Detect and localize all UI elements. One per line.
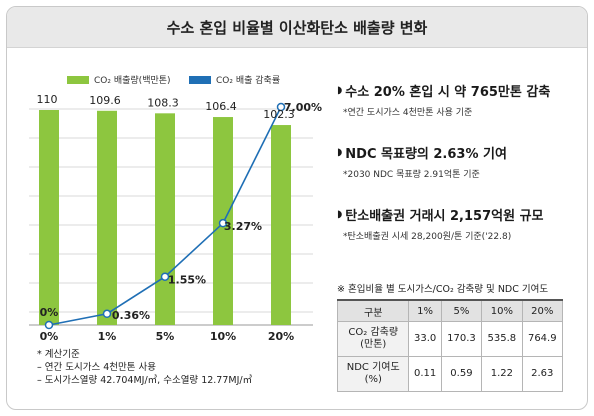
table-cell: 764.9 bbox=[521, 321, 564, 357]
note-line: * 계산기준 bbox=[37, 349, 80, 360]
x-tick-label: 20% bbox=[268, 330, 294, 343]
row-label: CO₂ 감축량 (만톤) bbox=[336, 321, 410, 357]
line-point bbox=[102, 309, 112, 319]
panel-title: 수소 혼입 비율별 이산화탄소 배출량 변화 bbox=[7, 7, 587, 48]
legend-bar-label: CO₂ 배출량(백만톤) bbox=[94, 76, 171, 86]
infographic-panel: 수소 혼입 비율별 이산화탄소 배출량 변화 CO₂ 배출량(백만톤) CO₂ … bbox=[6, 6, 588, 410]
table-header-cell: 10% bbox=[481, 299, 523, 322]
legend-bar-swatch bbox=[67, 75, 89, 84]
table-cell: 535.8 bbox=[481, 321, 523, 357]
callout-heading: 탄소배출권 거래시 2,157억원 규모 bbox=[345, 209, 544, 224]
note-line: – 연간 도시가스 4천만톤 사용 bbox=[37, 362, 157, 373]
row-label: NDC 기여도 (%) bbox=[336, 356, 410, 392]
bar-value-label: 106.4 bbox=[205, 100, 237, 113]
line-point bbox=[160, 272, 170, 281]
bar-value-label: 109.6 bbox=[89, 94, 121, 107]
bars bbox=[39, 110, 291, 325]
table-row: CO₂ 감축량 (만톤) 33.0 170.3 535.8 764.9 bbox=[336, 321, 564, 357]
line-point bbox=[218, 218, 228, 228]
line-point bbox=[276, 102, 286, 112]
table-cell: 1.22 bbox=[481, 356, 523, 392]
line-point bbox=[44, 320, 54, 330]
table-header-cell: 5% bbox=[440, 299, 483, 322]
legend-line-swatch bbox=[189, 75, 211, 84]
callout-subtext: *연간 도시가스 4천만톤 사용 기준 bbox=[343, 108, 473, 118]
bar-value-label: 108.3 bbox=[147, 96, 179, 109]
bar-value-label: 102.3 bbox=[263, 108, 295, 121]
x-tick-label: 1% bbox=[98, 330, 117, 343]
callout-emissions-trading: ◗ 탄소배출권 거래시 2,157억원 규모 *탄소배출권 시세 28,200원/… bbox=[337, 205, 544, 242]
table-cell: 0.11 bbox=[408, 356, 442, 392]
bullet-marker-icon: ◗ bbox=[337, 209, 343, 220]
line-value-label: 0.36% bbox=[112, 309, 150, 322]
x-tick-label: 10% bbox=[210, 330, 236, 343]
line-value-label: 1.55% bbox=[168, 274, 206, 287]
legend-bar: CO₂ 배출량(백만톤) bbox=[67, 73, 171, 86]
bullet-marker-icon: ◗ bbox=[337, 85, 343, 96]
bar bbox=[39, 110, 59, 325]
table-header-cell: 20% bbox=[521, 299, 564, 322]
calc-notes: * 계산기준 – 연간 도시가스 4천만톤 사용 – 도시가스열량 42.704… bbox=[37, 348, 252, 387]
callout-reduction: ◗ 수소 20% 혼입 시 약 765만톤 감축 *연간 도시가스 4천만톤 사용… bbox=[337, 81, 550, 118]
callout-ndc: ◗ NDC 목표량의 2.63% 기여 *2030 NDC 목표량 2.91억톤 … bbox=[337, 143, 507, 180]
table-header-cell: 1% bbox=[408, 299, 442, 322]
legend-line-label: CO₂ 배출 감축률 bbox=[216, 76, 281, 86]
ndc-contribution-table: 구분 1% 5% 10% 20% CO₂ 감축량 (만톤) 33.0 170.3 … bbox=[336, 299, 564, 392]
note-line: – 도시가스열량 42.704MJ/㎥, 수소열량 12.77MJ/㎥ bbox=[37, 375, 253, 386]
legend-line: CO₂ 배출 감축률 bbox=[189, 73, 280, 86]
bar bbox=[271, 125, 291, 325]
table-header-cell: 구분 bbox=[336, 299, 410, 322]
table-title: ※ 혼입비율 별 도시가스/CO₂ 감축량 및 NDC 기여도 bbox=[337, 284, 549, 295]
combo-chart: 110 109.6 108.3 106.4 102.3 0% 0.36% 1.55% 3.27%… bbox=[29, 93, 323, 343]
callout-subtext: *탄소배출권 시세 28,200원/톤 기준('22.8) bbox=[343, 232, 512, 242]
data-labels: 110 109.6 108.3 106.4 102.3 0% 0.36% 1.55% 3.27%… bbox=[37, 93, 323, 322]
line-value-label: 0% bbox=[40, 306, 59, 319]
table-cell: 0.59 bbox=[440, 356, 483, 392]
table-cell: 170.3 bbox=[440, 321, 483, 357]
line-value-label: 3.27% bbox=[224, 220, 262, 233]
callout-subtext: *2030 NDC 목표량 2.91억톤 기준 bbox=[343, 170, 480, 180]
table-cell: 2.63 bbox=[521, 356, 564, 392]
table-header-row: 구분 1% 5% 10% 20% bbox=[336, 299, 564, 322]
x-tick-label: 0% bbox=[40, 330, 59, 343]
line-value-label: 7.00% bbox=[284, 101, 322, 114]
table-row: NDC 기여도 (%) 0.11 0.59 1.22 2.63 bbox=[336, 356, 564, 392]
table-cell: 33.0 bbox=[408, 321, 442, 357]
bar bbox=[155, 113, 175, 325]
x-tick-labels: 0% 1% 5% 10% 20% bbox=[40, 330, 295, 343]
bar-value-label: 110 bbox=[37, 93, 58, 106]
callout-heading: 수소 20% 혼입 시 약 765만톤 감축 bbox=[345, 85, 551, 100]
bullet-marker-icon: ◗ bbox=[337, 147, 343, 158]
bar bbox=[97, 110, 117, 325]
callout-heading: NDC 목표량의 2.63% 기여 bbox=[345, 147, 507, 162]
x-tick-label: 5% bbox=[156, 330, 175, 343]
reduction-line bbox=[44, 102, 286, 330]
